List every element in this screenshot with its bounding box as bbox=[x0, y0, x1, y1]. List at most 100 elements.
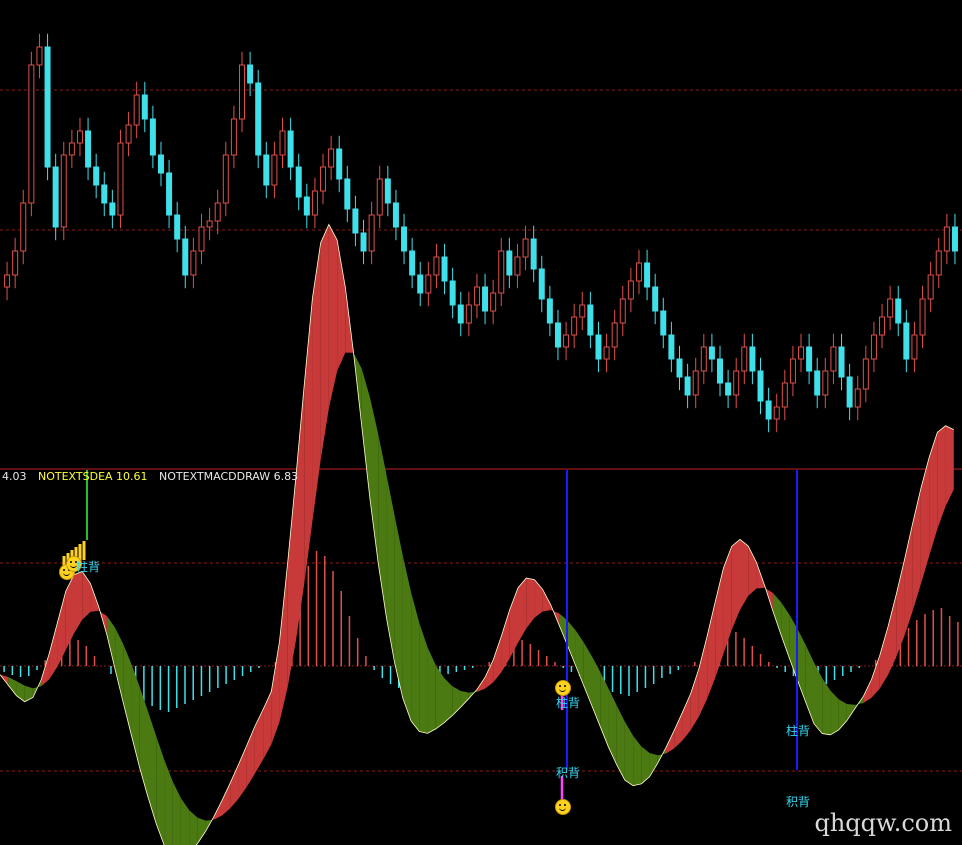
smiley-signal-icon-2 bbox=[66, 556, 82, 572]
candle-body-99 bbox=[806, 346, 813, 372]
macd-band-segment-20 bbox=[164, 760, 173, 845]
candle-body-80 bbox=[652, 286, 659, 312]
candle-body-10 bbox=[85, 130, 92, 168]
candle-body-100 bbox=[814, 370, 821, 396]
macd-band-segment-21 bbox=[172, 781, 181, 845]
macd-band-segment-75 bbox=[616, 705, 625, 781]
macd-band-segment-101 bbox=[830, 690, 839, 735]
macd-band-segment-53 bbox=[435, 665, 444, 729]
macd-band-segment-56 bbox=[460, 690, 469, 708]
macd-band-segment-85 bbox=[698, 636, 708, 717]
candle-body-47 bbox=[384, 178, 391, 204]
candle-body-90 bbox=[733, 370, 740, 396]
candle-body-28 bbox=[230, 118, 237, 156]
macd-band-segment-97 bbox=[797, 629, 806, 703]
macd-band-segment-113 bbox=[929, 432, 938, 557]
candle-body-70 bbox=[571, 316, 578, 336]
candle-body-26 bbox=[214, 202, 221, 222]
candle-body-71 bbox=[579, 304, 586, 318]
candle-body-30 bbox=[247, 64, 254, 84]
macd-band-segment-50 bbox=[411, 592, 420, 732]
macd-band-segment-14 bbox=[115, 627, 124, 704]
candle-body-95 bbox=[773, 406, 780, 420]
macd-band-segment-70 bbox=[575, 630, 584, 686]
candle-body-25 bbox=[206, 220, 213, 228]
candle-body-81 bbox=[660, 310, 667, 336]
macd-band-segment-45 bbox=[370, 397, 379, 564]
macd-band-segment-69 bbox=[567, 620, 576, 666]
candle-body-116 bbox=[943, 226, 950, 252]
macd-band-segment-1 bbox=[8, 676, 17, 696]
macd-band-segment-88 bbox=[723, 546, 732, 654]
macd-band-segment-103 bbox=[846, 703, 856, 721]
candle-body-44 bbox=[360, 232, 367, 252]
candle-body-86 bbox=[700, 346, 707, 372]
candle-body-18 bbox=[149, 118, 156, 156]
macd-band-segment-74 bbox=[608, 688, 617, 765]
macd-band-segment-111 bbox=[912, 488, 921, 612]
macd-band-segment-32 bbox=[263, 691, 272, 760]
macd-band-segment-33 bbox=[271, 641, 280, 745]
legend-macd-value: NOTEXTMACDDRAW 6.83 bbox=[159, 470, 299, 483]
candle-body-111 bbox=[903, 322, 910, 360]
macd-band-segment-41 bbox=[337, 240, 346, 372]
macd-band-segment-105 bbox=[863, 679, 872, 704]
candle-body-59 bbox=[482, 286, 489, 312]
candle-body-58 bbox=[473, 286, 480, 306]
candle-body-38 bbox=[311, 190, 318, 216]
candle-body-74 bbox=[603, 346, 610, 360]
candle-body-82 bbox=[668, 334, 675, 360]
candle-body-72 bbox=[587, 304, 594, 336]
candle-body-4 bbox=[36, 46, 43, 66]
macd-band-segment-49 bbox=[402, 556, 412, 722]
candle-body-79 bbox=[644, 262, 651, 288]
macd-band-segment-83 bbox=[682, 693, 691, 741]
candle-body-112 bbox=[911, 334, 918, 360]
signal-vertical-lines bbox=[62, 470, 798, 800]
macd-band-segment-19 bbox=[156, 736, 165, 845]
candle-body-106 bbox=[862, 358, 869, 390]
candle-body-35 bbox=[287, 130, 294, 168]
legend-dea-value: NOTEXTSDEA 10.61 bbox=[38, 470, 148, 483]
candle-body-21 bbox=[174, 214, 181, 240]
candle-body-13 bbox=[109, 202, 116, 216]
macd-band-segment-27 bbox=[222, 782, 231, 816]
macd-band-segment-62 bbox=[509, 587, 518, 659]
candle-body-39 bbox=[320, 166, 327, 192]
macd-band-segment-59 bbox=[485, 659, 494, 689]
candle-body-73 bbox=[595, 334, 602, 360]
candle-body-9 bbox=[76, 130, 83, 144]
candle-body-103 bbox=[838, 346, 845, 378]
candle-body-87 bbox=[708, 346, 715, 360]
macd-band-segment-18 bbox=[148, 711, 157, 824]
candle-body-12 bbox=[101, 184, 108, 204]
macd-band-segment-3 bbox=[24, 685, 33, 702]
dif-line bbox=[0, 223, 954, 845]
candle-body-42 bbox=[344, 178, 351, 210]
candle-body-7 bbox=[60, 154, 67, 228]
divergence-label-2: 柱背 bbox=[556, 696, 581, 710]
candle-body-45 bbox=[368, 214, 375, 252]
divergence-label-4: 柱背 bbox=[786, 724, 811, 738]
macd-band-segment-109 bbox=[896, 559, 905, 658]
candle-body-53 bbox=[433, 256, 440, 276]
macd-band-segment-61 bbox=[501, 609, 510, 672]
candle-body-22 bbox=[182, 238, 189, 276]
candle-body-67 bbox=[546, 298, 553, 324]
macd-band-segment-16 bbox=[131, 664, 140, 769]
candle-body-15 bbox=[125, 124, 132, 144]
macd-band-segment-78 bbox=[641, 746, 650, 784]
macd-band-segment-15 bbox=[123, 644, 132, 736]
macd-band-segment-44 bbox=[361, 368, 370, 500]
macd-band-segment-66 bbox=[542, 589, 551, 612]
macd-band-segment-37 bbox=[304, 298, 313, 585]
candle-body-11 bbox=[93, 166, 100, 186]
candle-body-50 bbox=[409, 250, 416, 276]
candle-body-78 bbox=[635, 262, 642, 282]
macd-band-segment-79 bbox=[649, 753, 658, 777]
candle-body-66 bbox=[538, 268, 545, 300]
legend-dif-value: 4.03 bbox=[2, 470, 27, 483]
macd-band-segment-39 bbox=[320, 224, 329, 460]
macd-band-segment-102 bbox=[838, 699, 847, 730]
macd-band-segment-100 bbox=[822, 678, 831, 735]
